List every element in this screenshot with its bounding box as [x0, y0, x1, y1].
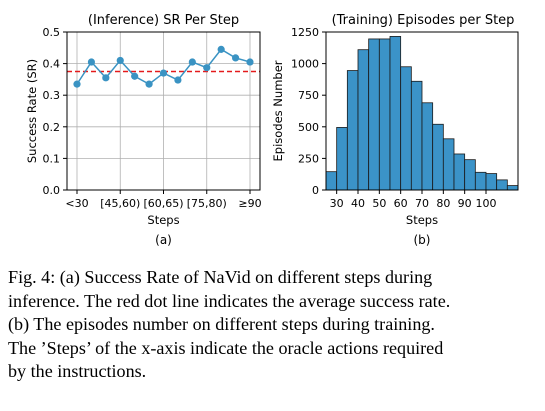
sr-data-point [159, 69, 168, 77]
y-tick-label: 1250 [291, 26, 319, 39]
histogram-bar [368, 38, 380, 191]
histogram-bar [506, 185, 519, 191]
x-tick-label: 50 [372, 197, 386, 210]
x-tick-label: ≥90 [238, 197, 261, 210]
inference-sr-chart: (Inference) SR Per Step 0.0 0.1 0.2 0.3 0.4 0… [25, 13, 262, 247]
chart-b-title: (Training) Episodes per Step [332, 13, 515, 28]
y-tick-label: 0.5 [43, 26, 61, 39]
y-tick-label: 0.3 [43, 89, 61, 102]
histogram-bar [357, 49, 370, 191]
histogram-bar [421, 102, 434, 191]
chart-b-frame [325, 31, 519, 191]
y-tick-label: 0 [312, 184, 319, 197]
x-tick-label: [60,65) [143, 197, 183, 210]
x-tick-label: [75,80) [187, 197, 227, 210]
caption-line: Fig. 4: (a) Success Rate of NaVid on dif… [8, 267, 433, 287]
sr-data-point [174, 76, 182, 84]
sr-data-point [145, 80, 153, 88]
sr-data-point [102, 74, 110, 82]
histogram-bar [389, 36, 402, 191]
sr-data-point [203, 64, 211, 72]
chart-a-frame [66, 31, 261, 191]
chart-b-ylabel: Episodes Number [271, 60, 285, 161]
sr-data-point [217, 45, 225, 53]
histogram-bar [453, 153, 466, 191]
histogram-bar [346, 70, 359, 191]
histogram-bar [400, 66, 412, 191]
sr-data-point [116, 56, 124, 65]
x-tick-label: 70 [415, 197, 429, 210]
chart-a-ylabel: Success Rate (SR) [25, 59, 39, 163]
x-tick-label: 40 [351, 197, 365, 210]
y-tick-label: 0.2 [43, 121, 61, 134]
chart-a-xlabel: Steps [147, 213, 179, 227]
histogram-bar [464, 159, 476, 191]
sr-data-point [188, 58, 196, 66]
caption-line: inference. The red dot line indicates th… [8, 290, 451, 311]
caption-line: The ’Steps’ of the x-axis indicate the o… [8, 337, 444, 358]
sr-data-point [246, 58, 254, 66]
sr-data-point [73, 80, 81, 88]
caption-line: (b) The episodes number on different ste… [8, 314, 435, 334]
x-tick-label: 80 [436, 197, 450, 210]
histogram-bar [485, 173, 498, 191]
histogram-bar [474, 171, 487, 191]
histogram-bar [325, 171, 338, 191]
sr-data-point [131, 72, 139, 80]
histogram-bar [378, 38, 391, 191]
x-tick-label: [45,60) [100, 197, 140, 210]
y-tick-label: 750 [298, 89, 319, 102]
y-tick-label: 0.1 [43, 152, 61, 165]
chart-b-sublabel: (b) [414, 233, 431, 247]
caption-line: by the instructions. [8, 361, 147, 381]
histogram-bar [410, 80, 423, 191]
y-tick-label: 0.0 [43, 184, 61, 197]
sr-data-point [231, 54, 240, 62]
x-tick-label: 100 [476, 197, 497, 210]
y-tick-label: 0.4 [43, 58, 61, 71]
y-tick-label: 1000 [291, 58, 319, 71]
histogram-bar [336, 127, 348, 191]
x-tick-label: 60 [394, 197, 408, 210]
histogram-bar [432, 123, 444, 191]
x-tick-label: 30 [330, 197, 344, 210]
chart-a-title: (Inference) SR Per Step [88, 13, 239, 28]
x-tick-label: 90 [458, 197, 472, 210]
training-episodes-chart: (Training) Episodes per Step 0 250 500 750 1… [271, 13, 519, 247]
y-tick-label: 250 [298, 152, 319, 165]
histogram-bar [496, 179, 508, 191]
y-tick-label: 500 [298, 121, 319, 134]
chart-b-xlabel: Steps [406, 213, 438, 227]
x-tick-label: <30 [65, 197, 88, 210]
histogram-bar [442, 138, 455, 191]
chart-a-sublabel: (a) [155, 233, 172, 247]
sr-data-point [87, 58, 96, 66]
figure-caption: Fig. 4: (a) Success Rate of NaVid on dif… [8, 266, 538, 384]
figure: (Inference) SR Per Step 0.0 0.1 0.2 0.3 0.4 0… [25, 13, 519, 247]
